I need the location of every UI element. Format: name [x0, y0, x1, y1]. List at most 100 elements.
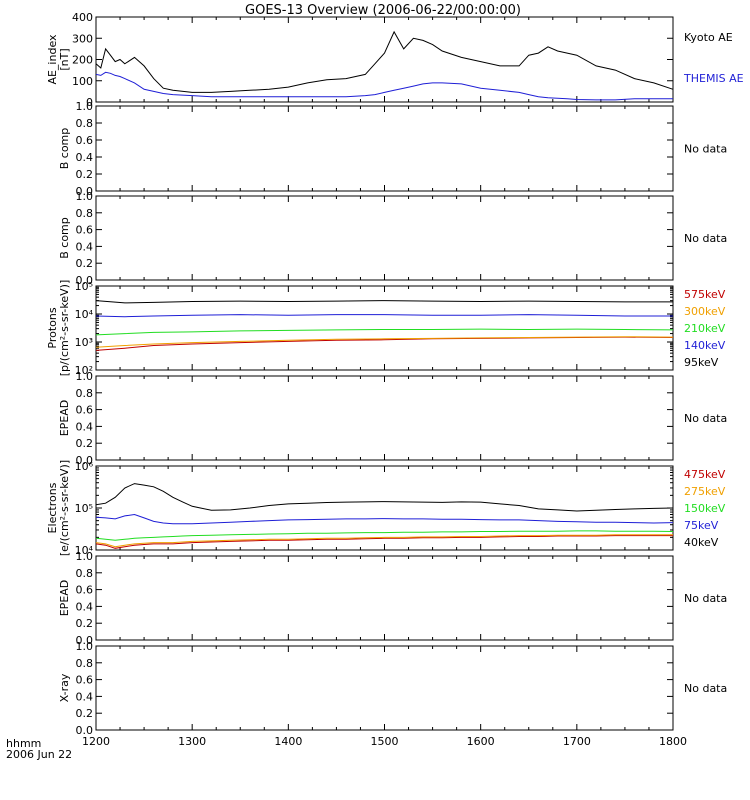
y-axis-label: EPEAD [58, 400, 71, 437]
no-data-label: No data [684, 412, 727, 425]
series-line-300kev [95, 336, 674, 348]
x-tick-label: 1200 [82, 735, 110, 748]
y-axis-label: Electrons [46, 482, 59, 533]
y-axis-label: [e/(cm²-s-sr-keV)] [58, 460, 71, 556]
y-tick-label: 0.6 [76, 674, 94, 687]
x-tick-label: 1300 [178, 735, 206, 748]
panel-frame [95, 645, 674, 731]
legend-label: 210keV [684, 322, 726, 335]
y-tick-label: 0.2 [76, 168, 94, 181]
y-tick-label: 10⁴ [75, 544, 94, 557]
y-tick-label: 0.8 [76, 657, 94, 670]
panel-epead-1: 0.0 0.2 0.4 0.6 0.8 1.0 EPEAD No data [58, 370, 727, 467]
y-tick-label: 100 [72, 75, 93, 88]
y-tick-label: 10⁵ [75, 502, 93, 515]
y-tick-label: 0.8 [76, 207, 94, 220]
y-tick-label: 0.6 [76, 134, 94, 147]
x-tick-label: 1700 [563, 735, 591, 748]
y-axis-label: B comp [58, 128, 71, 170]
series-line-75kev [95, 513, 674, 525]
series-line-140kev [95, 314, 673, 318]
y-tick-label: 1.0 [76, 550, 94, 563]
series-line-275kev [95, 534, 673, 548]
y-axis-label: EPEAD [58, 580, 71, 617]
y-axis-label: X-ray [58, 673, 71, 702]
y-tick-label: 0.0 [76, 274, 94, 287]
y-tick-label: 10² [75, 364, 93, 377]
legend-label: THEMIS AE [683, 72, 744, 85]
y-tick-label: 0.0 [76, 185, 94, 198]
legend-label: 300keV [684, 305, 726, 318]
x-tick-label: 1600 [467, 735, 495, 748]
panel-stack: 0 100 200 300 400 AE_index [nT] Kyoto AE THEMIS … [46, 11, 744, 748]
legend-label: 275keV [684, 485, 726, 498]
panel-frame [95, 285, 674, 371]
panel-frame [95, 195, 674, 281]
y-tick-label: 1.0 [76, 190, 94, 203]
panel-frame [95, 105, 674, 192]
legend-label: 40keV [684, 536, 719, 549]
series-line-kyoto-ae [95, 30, 674, 93]
no-data-label: No data [684, 682, 727, 695]
legend-label: 575keV [684, 288, 726, 301]
x-tick-label: 1800 [659, 735, 687, 748]
y-axis-label: [p/(cm²-s-sr-keV)] [58, 280, 71, 377]
footer-date: 2006 Jun 22 [6, 748, 72, 761]
y-tick-label: 10⁵ [75, 280, 93, 293]
panel-ae-index: 0 100 200 300 400 AE_index [nT] Kyoto AE THEMIS … [46, 11, 744, 109]
no-data-label: No data [684, 143, 727, 156]
panel-b-comp-2: 0.0 0.2 0.4 0.6 0.8 1.0 B comp No data [58, 190, 727, 287]
series-line-475kev [95, 535, 673, 549]
y-axis-label: [nT] [58, 48, 71, 70]
y-axis-label: B comp [58, 217, 71, 259]
y-tick-label: 0.4 [76, 420, 94, 433]
footer-hhmm: hhmm [6, 737, 41, 750]
y-tick-label: 0.4 [76, 240, 94, 253]
series-line-themis-ae [95, 71, 673, 101]
y-tick-label: 1.0 [76, 370, 94, 383]
legend-label: 95keV [684, 356, 719, 369]
y-tick-label: 0.8 [76, 117, 94, 130]
panel-x-ray: 0.0 0.2 0.4 0.6 0.8 1.0 X-ray No data 1200 1300 14… [58, 640, 727, 748]
panel-protons: 10² 10³ 10⁴ 10⁵ Protons [p/(cm²-s-sr-keV)] 575… [46, 280, 726, 377]
y-tick-label: 10³ [75, 336, 93, 349]
legend-label: 140keV [684, 339, 726, 352]
legend-label: 475keV [684, 468, 726, 481]
y-tick-label: 0.4 [76, 151, 94, 164]
series-line-210kev [95, 328, 674, 336]
panel-frame [95, 375, 674, 461]
y-tick-label: 0.2 [76, 617, 94, 630]
panel-frame [95, 16, 674, 103]
y-tick-label: 0.6 [76, 404, 94, 417]
legend-label: 150keV [684, 502, 726, 515]
series-line-95kev [95, 300, 673, 304]
y-tick-label: 0.4 [76, 690, 94, 703]
y-tick-label: 0.2 [76, 437, 94, 450]
y-tick-label: 0.4 [76, 600, 94, 613]
y-tick-label: 10⁶ [75, 460, 94, 473]
panel-b-comp-1: 0.0 0.2 0.4 0.6 0.8 1.0 B comp No data [58, 100, 727, 198]
y-tick-label: 10⁴ [75, 308, 94, 321]
y-tick-label: 0.2 [76, 257, 94, 270]
no-data-label: No data [684, 592, 727, 605]
no-data-label: No data [684, 232, 727, 245]
y-tick-label: 0.0 [76, 634, 94, 647]
y-tick-label: 0.6 [76, 584, 94, 597]
panel-epead-2: 0.0 0.2 0.4 0.6 0.8 1.0 EPEAD No data [58, 550, 727, 647]
y-tick-label: 0 [86, 96, 93, 109]
x-tick-label: 1400 [274, 735, 302, 748]
y-tick-label: 300 [72, 32, 93, 45]
y-tick-label: 0.0 [76, 454, 94, 467]
legend-label: Kyoto AE [684, 31, 733, 44]
y-tick-label: 0.8 [76, 387, 94, 400]
figure-title: GOES-13 Overview (2006-06-22/00:00:00) [245, 3, 521, 18]
x-tick-label: 1500 [371, 735, 399, 748]
legend-label: 75keV [684, 519, 719, 532]
panel-frame [95, 555, 674, 641]
y-axis-label: Protons [46, 307, 59, 348]
y-tick-label: 0.8 [76, 567, 94, 580]
series-line-150kev [95, 530, 674, 541]
y-axis-label: AE_index [46, 34, 59, 85]
y-tick-label: 400 [72, 11, 93, 24]
